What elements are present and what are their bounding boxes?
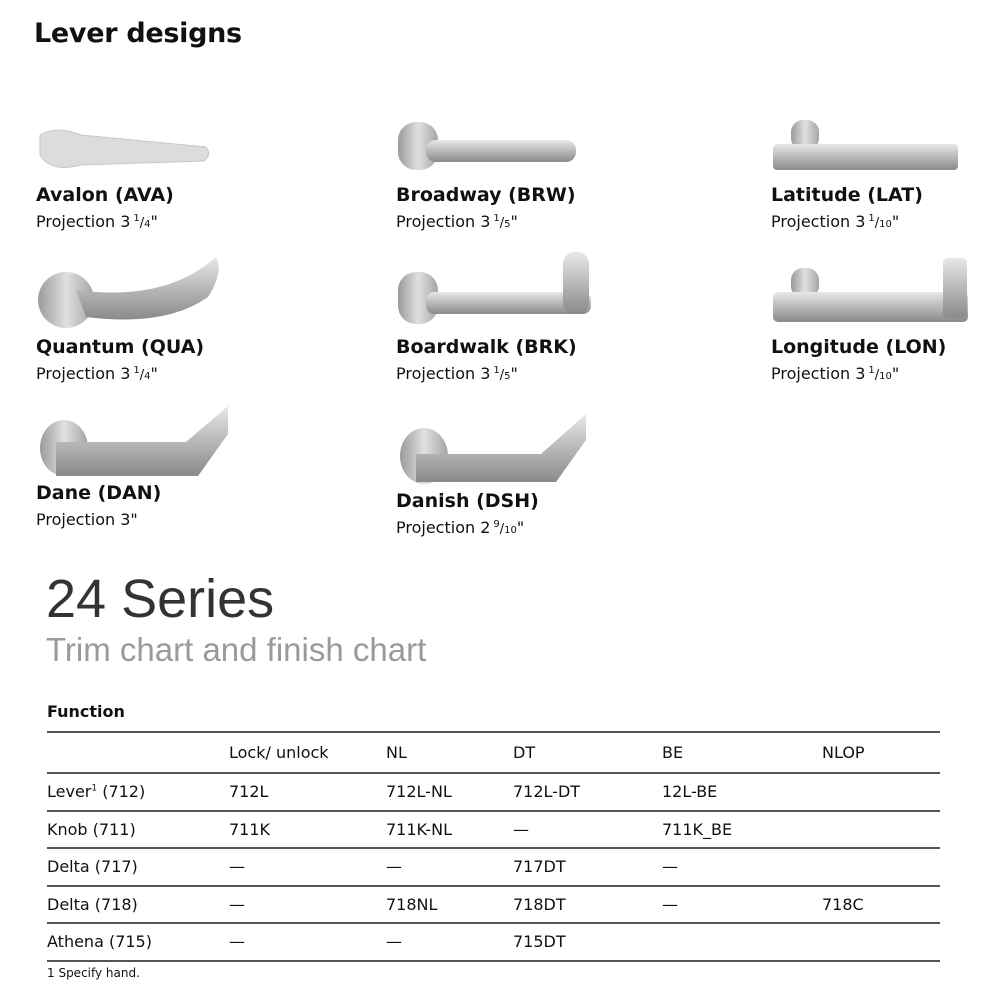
table-cell: 717DT: [513, 847, 662, 886]
lever-boardwalk: Boardwalk (BRK) Projection 3 1/5": [396, 250, 716, 383]
table-cell: 711K-NL: [386, 809, 513, 848]
table-cell: [822, 809, 940, 848]
table-cell: [822, 772, 940, 811]
table-cell: —: [662, 884, 822, 923]
table-header-row: Lock/ unlock NL DT BE NLOP: [47, 731, 940, 774]
header-cell: [47, 731, 229, 774]
table-cell: —: [513, 809, 662, 848]
lever-projection: Projection 3 1/5": [396, 364, 518, 383]
lever-latitude: Latitude (LAT) Projection 3 1/10": [771, 112, 1000, 231]
lever-broadway: Broadway (BRW) Projection 3 1/5": [396, 112, 716, 231]
avalon-lever-image: [39, 129, 210, 168]
table-cell: 718NL: [386, 884, 513, 923]
lever-name: Avalon (AVA): [36, 184, 174, 206]
table-cell: 712L-NL: [386, 772, 513, 811]
lever-avalon: Avalon (AVA) Projection 3 1/4": [36, 125, 356, 231]
lever-projection: Projection 3 1/4": [36, 212, 158, 231]
lever-dane: Dane (DAN) Projection 3": [36, 402, 356, 529]
broadway-lever-image: [398, 122, 576, 170]
header-cell: DT: [513, 731, 662, 774]
longitude-lever-image: [773, 258, 968, 322]
table-row: Delta (717) — —717DT —: [47, 847, 940, 886]
section-heading: Lever designs: [34, 18, 242, 49]
row-label: Delta (718): [47, 884, 229, 923]
series-subtitle: Trim chart and finish chart: [46, 631, 427, 668]
lever-name: Broadway (BRW): [396, 184, 576, 206]
table-cell: [822, 922, 940, 962]
series-title: 24 Series: [46, 569, 275, 629]
table-cell: —: [229, 847, 386, 886]
row-label: Delta (717): [47, 847, 229, 886]
header-cell: BE: [662, 731, 822, 774]
table-cell: —: [229, 884, 386, 923]
table-cell: —: [386, 922, 513, 962]
footnote: 1 Specify hand.: [47, 966, 140, 980]
lever-name: Danish (DSH): [396, 490, 539, 512]
lever-name: Dane (DAN): [36, 482, 162, 504]
function-table: Lock/ unlock NL DT BE NLOP Lever1 (712) 7…: [47, 731, 940, 962]
lever-quantum: Quantum (QUA) Projection 3 1/4": [36, 252, 356, 383]
header-cell: NLOP: [822, 731, 940, 774]
table-row: Knob (711) 711K 711K-NL —711K_BE: [47, 809, 940, 848]
quantum-lever-image: [38, 257, 219, 328]
table-cell: 718DT: [513, 884, 662, 923]
table-cell: 718C: [822, 884, 940, 923]
table-cell: [662, 922, 822, 962]
table-cell: 711K: [229, 809, 386, 848]
dane-lever-image: [40, 406, 228, 476]
lever-danish: Danish (DSH) Projection 2 9/10": [396, 410, 716, 537]
lever-projection: Projection 3 1/10": [771, 212, 900, 231]
lever-projection: Projection 3": [36, 510, 138, 529]
table-cell: 12L-BE: [662, 772, 822, 811]
danish-lever-image: [400, 414, 586, 484]
table-row: Lever1 (712) 712L 712L-NL 712L-DT 12L-BE: [47, 772, 940, 811]
lever-name: Longitude (LON): [771, 336, 947, 358]
table-cell: —: [386, 847, 513, 886]
boardwalk-lever-image: [398, 252, 591, 324]
header-cell: Lock/ unlock: [229, 731, 386, 774]
lever-name: Quantum (QUA): [36, 336, 205, 358]
table-caption: Function: [47, 702, 125, 721]
footnote-ref: 1: [91, 783, 98, 794]
row-label: Lever1 (712): [47, 772, 229, 811]
table-cell: 711K_BE: [662, 809, 822, 848]
row-label: Knob (711): [47, 809, 229, 848]
header-cell: NL: [386, 731, 513, 774]
table-cell: [822, 847, 940, 886]
table-row: Athena (715) — —715DT: [47, 922, 940, 962]
row-label: Athena (715): [47, 922, 229, 962]
lever-projection: Projection 3 1/10": [771, 364, 900, 383]
lever-projection: Projection 2 9/10": [396, 518, 525, 537]
table-cell: 712L: [229, 772, 386, 811]
table-row: Delta (718) —718NL 718DT —718C: [47, 884, 940, 923]
table-cell: —: [662, 847, 822, 886]
table-cell: —: [229, 922, 386, 962]
lever-longitude: Longitude (LON) Projection 3 1/10": [771, 256, 1000, 383]
lever-projection: Projection 3 1/5": [396, 212, 518, 231]
lever-projection: Projection 3 1/4": [36, 364, 158, 383]
table-cell: 715DT: [513, 922, 662, 962]
lever-name: Boardwalk (BRK): [396, 336, 577, 358]
latitude-lever-image: [773, 120, 958, 170]
lever-name: Latitude (LAT): [771, 184, 923, 206]
table-cell: 712L-DT: [513, 772, 662, 811]
